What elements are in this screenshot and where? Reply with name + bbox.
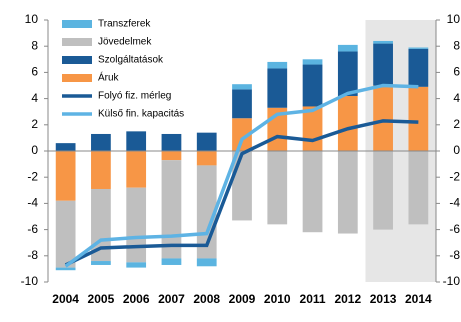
bar bbox=[373, 40, 393, 44]
y2-tick-label: 2 bbox=[453, 117, 460, 131]
legend-label: Jövedelmek bbox=[98, 37, 152, 48]
legend-swatch bbox=[62, 38, 92, 46]
y2-tick-label: -8 bbox=[449, 248, 460, 262]
y-tick-label: 0 bbox=[31, 143, 38, 157]
x-tick-label: 2009 bbox=[229, 292, 256, 306]
y2-tick-label: 6 bbox=[453, 65, 460, 79]
y-tick-label: -2 bbox=[27, 169, 38, 183]
bar bbox=[161, 258, 182, 265]
bar bbox=[302, 64, 323, 107]
x-tick-label: 2014 bbox=[405, 292, 432, 306]
bar bbox=[91, 133, 111, 151]
bar bbox=[55, 151, 76, 201]
y2-tick-label: 8 bbox=[453, 38, 460, 52]
x-tick-label: 2007 bbox=[158, 292, 185, 306]
bar bbox=[302, 151, 323, 233]
bar bbox=[55, 267, 76, 271]
y-tick-label: -4 bbox=[27, 196, 38, 210]
x-tick-label: 2005 bbox=[88, 292, 115, 306]
y-tick-label: 6 bbox=[31, 65, 38, 79]
legend-label: Áruk bbox=[98, 71, 120, 84]
y2-tick-label: -6 bbox=[449, 222, 460, 236]
bar bbox=[161, 151, 182, 161]
x-tick-label: 2011 bbox=[300, 292, 326, 306]
line bbox=[64, 119, 419, 267]
bar bbox=[337, 151, 358, 234]
legend-swatch bbox=[62, 56, 92, 64]
bar bbox=[196, 151, 217, 166]
legend-label: Folyó fiz. mérleg bbox=[98, 91, 171, 102]
bar bbox=[373, 151, 393, 230]
y2-tick-label: -2 bbox=[449, 169, 460, 183]
legend-swatch bbox=[62, 20, 92, 28]
bar bbox=[161, 160, 182, 259]
y-tick-label: 10 bbox=[25, 12, 39, 26]
bar bbox=[408, 151, 429, 225]
y-tick-label: 2 bbox=[31, 117, 38, 131]
bar bbox=[196, 258, 217, 267]
bar bbox=[91, 261, 111, 265]
y2-tick-label: 4 bbox=[453, 91, 460, 105]
legend-label: Szolgáltatások bbox=[98, 55, 164, 66]
bar bbox=[232, 118, 252, 151]
line bbox=[64, 83, 419, 268]
legend-swatch bbox=[62, 74, 92, 82]
bar bbox=[126, 131, 147, 151]
x-tick-label: 2008 bbox=[193, 292, 220, 306]
bar bbox=[55, 143, 76, 151]
x-tick-label: 2010 bbox=[264, 292, 291, 306]
bar bbox=[196, 132, 217, 151]
bar bbox=[91, 151, 111, 189]
y-tick-label: -8 bbox=[27, 248, 38, 262]
bar bbox=[161, 133, 182, 151]
x-tick-label: 2012 bbox=[334, 292, 361, 306]
bar bbox=[302, 106, 323, 151]
y-tick-label: 4 bbox=[31, 91, 38, 105]
y-tick-label: -6 bbox=[27, 222, 38, 236]
y2-tick-label: 10 bbox=[447, 12, 461, 26]
bar bbox=[267, 68, 288, 108]
x-tick-label: 2004 bbox=[52, 292, 79, 306]
y2-tick-label: 0 bbox=[453, 143, 460, 157]
y2-tick-label: -4 bbox=[449, 196, 460, 210]
bar bbox=[126, 151, 147, 188]
bar bbox=[337, 44, 358, 52]
x-tick-label: 2006 bbox=[123, 292, 150, 306]
bar bbox=[232, 84, 252, 90]
bar bbox=[408, 48, 429, 87]
bar bbox=[337, 95, 358, 151]
bar bbox=[55, 200, 76, 268]
bar bbox=[373, 85, 393, 151]
y-tick-label: -10 bbox=[21, 274, 39, 288]
bar bbox=[232, 89, 252, 119]
x-tick-label: 2013 bbox=[370, 292, 397, 306]
bar bbox=[373, 43, 393, 86]
bar bbox=[267, 61, 288, 69]
bar bbox=[126, 187, 147, 263]
y2-tick-label: -10 bbox=[443, 274, 461, 288]
bar bbox=[126, 262, 147, 268]
legend-label: Transzferek bbox=[98, 19, 151, 30]
bar bbox=[408, 47, 429, 49]
bar bbox=[337, 51, 358, 96]
y-tick-label: 8 bbox=[31, 38, 38, 52]
bar bbox=[267, 151, 288, 225]
bar bbox=[408, 86, 429, 151]
legend-label: Külső fin. kapacitás bbox=[98, 109, 184, 120]
bar bbox=[302, 59, 323, 65]
